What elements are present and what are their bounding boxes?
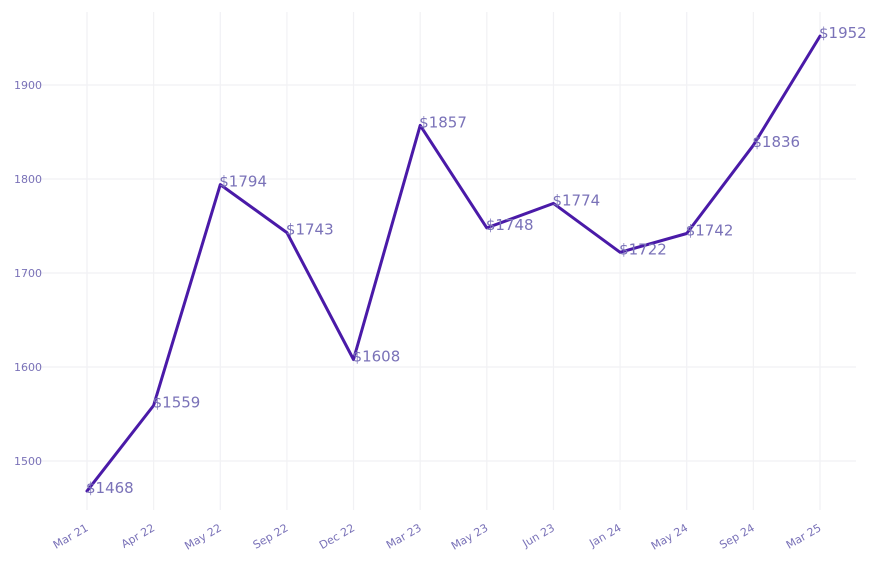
data-label: $1857 [419, 113, 467, 131]
x-tick-label: Mar 25 [784, 521, 824, 551]
data-label: $1722 [619, 240, 667, 258]
series-line-price [85, 34, 822, 493]
data-label: $1774 [552, 191, 600, 209]
x-tick-label: May 22 [182, 521, 223, 552]
x-tick-label: Apr 22 [119, 521, 157, 551]
x-tick-label: May 24 [649, 521, 690, 552]
data-label: $1952 [819, 24, 867, 42]
y-tick-label: 1900 [14, 79, 42, 92]
data-label: $1748 [486, 216, 534, 234]
y-tick-label: 1700 [14, 267, 42, 280]
x-tick-label: Jan 24 [586, 521, 623, 550]
x-gridlines [86, 12, 821, 510]
data-labels: $1468 $1559 $1794 $1743 $1608 $1857 $1748 $1774… [86, 24, 867, 497]
x-tick-label: Mar 23 [384, 521, 424, 551]
y-axis-ticks: 1500 1600 1700 1800 1900 [14, 79, 42, 468]
y-tick-label: 1600 [14, 361, 42, 374]
x-tick-label: Sep 22 [251, 521, 291, 551]
x-tick-label: Dec 22 [317, 521, 357, 552]
x-tick-label: Sep 24 [717, 521, 757, 551]
data-label: $1794 [219, 173, 267, 191]
x-tick-label: Jun 23 [520, 521, 557, 550]
y-tick-label: 1500 [14, 455, 42, 468]
y-tick-label: 1800 [14, 173, 42, 186]
data-label: $1743 [286, 221, 334, 239]
data-label: $1559 [153, 394, 201, 412]
x-axis-ticks: Mar 21 Apr 22 May 22 Sep 22 Dec 22 Mar 23 May … [51, 521, 824, 552]
data-label: $1468 [86, 479, 134, 497]
y-gridlines [22, 84, 856, 462]
data-label: $1742 [686, 222, 734, 240]
x-tick-label: May 23 [449, 521, 490, 552]
x-tick-label: Mar 21 [51, 521, 91, 551]
data-label: $1608 [353, 347, 401, 365]
data-label: $1836 [752, 133, 800, 151]
